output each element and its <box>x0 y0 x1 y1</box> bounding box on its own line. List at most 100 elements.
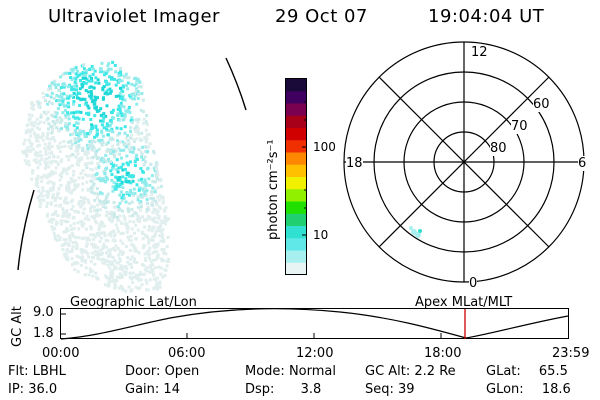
aurora-pixel <box>163 219 167 223</box>
aurora-pixel <box>89 260 93 263</box>
aurora-pixel <box>49 137 53 141</box>
aurora-pixel <box>85 214 89 218</box>
aurora-pixel <box>72 84 76 88</box>
aurora-pixel <box>38 159 42 163</box>
aurora-pixel <box>133 94 137 97</box>
aurora-pixel <box>51 188 55 192</box>
aurora-pixel <box>158 227 162 231</box>
aurora-pixel <box>93 140 97 144</box>
aurora-pixel <box>134 118 138 122</box>
aurora-pixel <box>137 273 141 277</box>
aurora-pixel <box>88 267 92 271</box>
aurora-pixel <box>108 262 112 266</box>
aurora-pixel <box>75 242 79 246</box>
aurora-pixel <box>165 218 169 222</box>
aurora-pixel <box>135 213 139 217</box>
aurora-pixel <box>36 122 40 126</box>
aurora-pixel <box>129 136 133 140</box>
aurora-pixel <box>158 234 162 238</box>
aurora-pixel <box>99 258 103 262</box>
aurora-pixel <box>100 129 103 133</box>
aurora-pixel <box>133 160 137 164</box>
aurora-pixel <box>68 239 72 243</box>
aurora-pixel <box>49 161 53 165</box>
aurora-pixel <box>117 166 121 170</box>
aurora-pixel <box>103 199 107 203</box>
aurora-pixel <box>37 143 41 147</box>
aurora-pixel <box>70 208 74 211</box>
aurora-pixel <box>97 164 101 168</box>
aurora-pixel <box>95 157 99 161</box>
aurora-pixel <box>142 163 146 167</box>
aurora-pixel <box>26 149 30 153</box>
aurora-pixel <box>60 92 63 96</box>
aurora-pixel <box>58 178 62 182</box>
aurora-pixel <box>72 215 76 219</box>
aurora-pixel <box>116 133 120 137</box>
aurora-pixel <box>130 133 134 137</box>
aurora-pixel <box>144 145 148 149</box>
aurora-pixel <box>84 266 88 270</box>
aurora-pixel <box>134 273 138 277</box>
aurora-pixel <box>144 150 148 153</box>
aurora-pixel <box>120 199 124 203</box>
aurora-pixel <box>66 111 70 115</box>
aurora-pixel <box>63 198 67 202</box>
aurora-pixel <box>44 165 48 169</box>
aurora-pixel <box>85 135 89 138</box>
aurora-pixel <box>110 161 113 165</box>
aurora-pixel <box>100 138 104 142</box>
aurora-pixel <box>145 198 149 201</box>
aurora-pixel <box>117 104 121 108</box>
aurora-pixel <box>77 176 81 180</box>
aurora-pixel <box>45 214 49 218</box>
aurora-pixel <box>125 222 129 226</box>
aurora-pixel <box>85 238 89 242</box>
aurora-pixel <box>104 197 108 201</box>
aurora-pixel <box>118 176 122 179</box>
aurora-pixel <box>107 233 111 237</box>
aurora-pixel <box>43 166 47 170</box>
aurora-pixel <box>83 152 87 156</box>
aurora-pixel <box>156 195 160 199</box>
aurora-pixel <box>148 264 152 268</box>
aurora-pixel <box>104 274 108 278</box>
aurora-pixel <box>139 202 143 206</box>
aurora-pixel <box>148 217 152 221</box>
aurora-pixel <box>111 263 115 267</box>
aurora-pixel <box>53 227 57 230</box>
aurora-pixel <box>81 198 85 202</box>
aurora-pixel <box>127 105 131 109</box>
aurora-pixel <box>79 72 83 76</box>
aurora-pixel <box>74 236 78 240</box>
aurora-pixel <box>111 185 115 189</box>
aurora-pixel <box>144 278 148 282</box>
aurora-pixel <box>155 212 159 216</box>
aurora-pixel <box>33 121 37 124</box>
aurora-pixel <box>50 91 54 95</box>
aurora-pixel <box>136 198 140 202</box>
aurora-pixel <box>60 158 64 162</box>
aurora-pixel <box>90 242 94 246</box>
aurora-pixel <box>67 85 70 89</box>
status-gc-alt: GC Alt: 2.2 Re <box>365 364 456 379</box>
aurora-pixel <box>33 133 37 137</box>
aurora-pixel <box>61 207 65 211</box>
aurora-pixel <box>102 231 105 235</box>
aurora-pixel <box>105 159 109 163</box>
aurora-pixel <box>130 121 134 125</box>
aurora-pixel <box>147 177 151 181</box>
aurora-pixel <box>160 259 164 263</box>
aurora-pixel <box>73 80 77 84</box>
aurora-pixel <box>127 108 131 111</box>
aurora-pixel <box>109 160 113 163</box>
aurora-pixel <box>57 129 61 133</box>
aurora-pixel <box>95 232 99 236</box>
aurora-pixel <box>120 104 124 108</box>
aurora-pixel <box>153 199 157 203</box>
aurora-pixel <box>136 205 140 209</box>
aurora-pixel <box>107 216 111 220</box>
aurora-pixel <box>153 250 157 254</box>
aurora-pixel <box>137 188 141 192</box>
aurora-pixel <box>167 217 170 221</box>
